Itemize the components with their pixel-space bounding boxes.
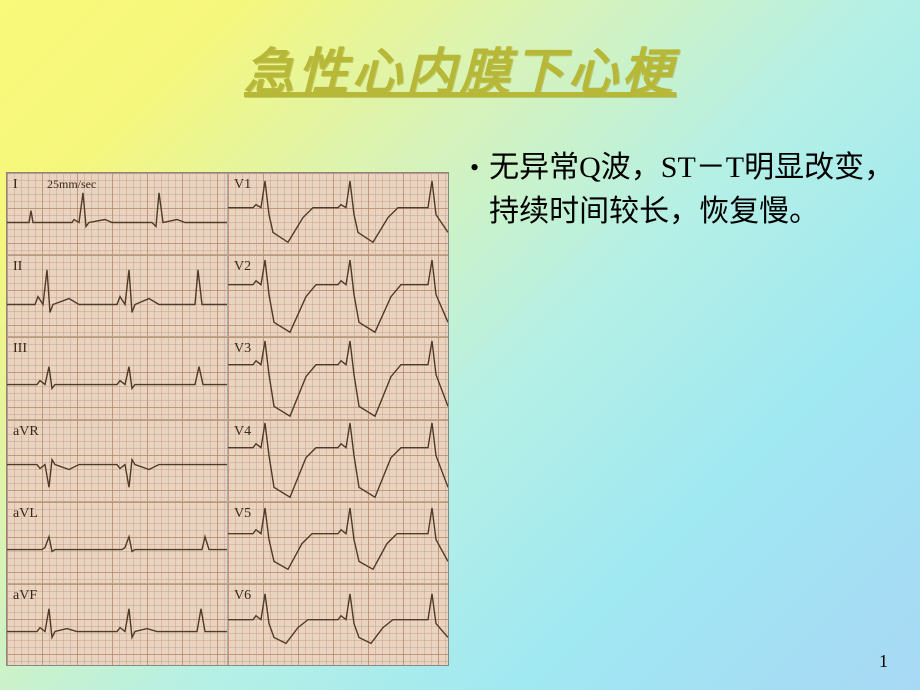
ecg-lead-label: V4 (234, 424, 251, 440)
ecg-lead-row: aVR (7, 420, 227, 502)
ecg-lead-row: I 25mm/sec (7, 173, 227, 255)
ecg-lead-label: V1 (234, 177, 251, 193)
ecg-lead-row: aVF (7, 584, 227, 665)
ecg-image: I25mm/secIIIIIaVRaVLaVF V1V2V3V4V5V6 (6, 172, 449, 666)
ecg-lead-row: V4 (228, 420, 448, 502)
ecg-lead-label: aVF (13, 588, 37, 604)
ecg-speed-label: 25mm/sec (47, 177, 96, 192)
ecg-lead-label: II (13, 259, 22, 275)
ecg-lead-label: III (13, 341, 27, 357)
slide-title: 急性心内膜下心梗 (0, 32, 920, 104)
ecg-lead-label: V3 (234, 341, 251, 357)
ecg-lead-row: V1 (228, 173, 448, 255)
ecg-lead-label: V2 (234, 259, 251, 275)
ecg-lead-label: V6 (234, 588, 251, 604)
bullet-dot-icon: • (470, 146, 479, 190)
slide: 急性心内膜下心梗 I25mm/secIIIIIaVRaVLaVF V1V2V3V… (0, 0, 920, 690)
ecg-lead-label: V5 (234, 506, 251, 522)
bullet-item: • 无异常Q波，ST－T明显改变，持续时间较长，恢复慢。 (470, 146, 900, 233)
ecg-lead-row: aVL (7, 502, 227, 584)
bullet-text: 无异常Q波，ST－T明显改变，持续时间较长，恢复慢。 (489, 146, 900, 233)
ecg-lead-row: V2 (228, 255, 448, 337)
ecg-left-column: I25mm/secIIIIIaVRaVLaVF (7, 173, 227, 665)
ecg-lead-row: III (7, 337, 227, 419)
ecg-lead-label: aVR (13, 424, 39, 440)
ecg-lead-label: I (13, 177, 18, 193)
ecg-lead-label: aVL (13, 506, 38, 522)
ecg-lead-row: V3 (228, 337, 448, 419)
ecg-right-column: V1 V2 V3 V4 V5 V6 (227, 173, 448, 665)
page-number: 1 (879, 651, 888, 672)
ecg-lead-row: V5 (228, 502, 448, 584)
ecg-lead-row: V6 (228, 584, 448, 665)
ecg-lead-row: II (7, 255, 227, 337)
